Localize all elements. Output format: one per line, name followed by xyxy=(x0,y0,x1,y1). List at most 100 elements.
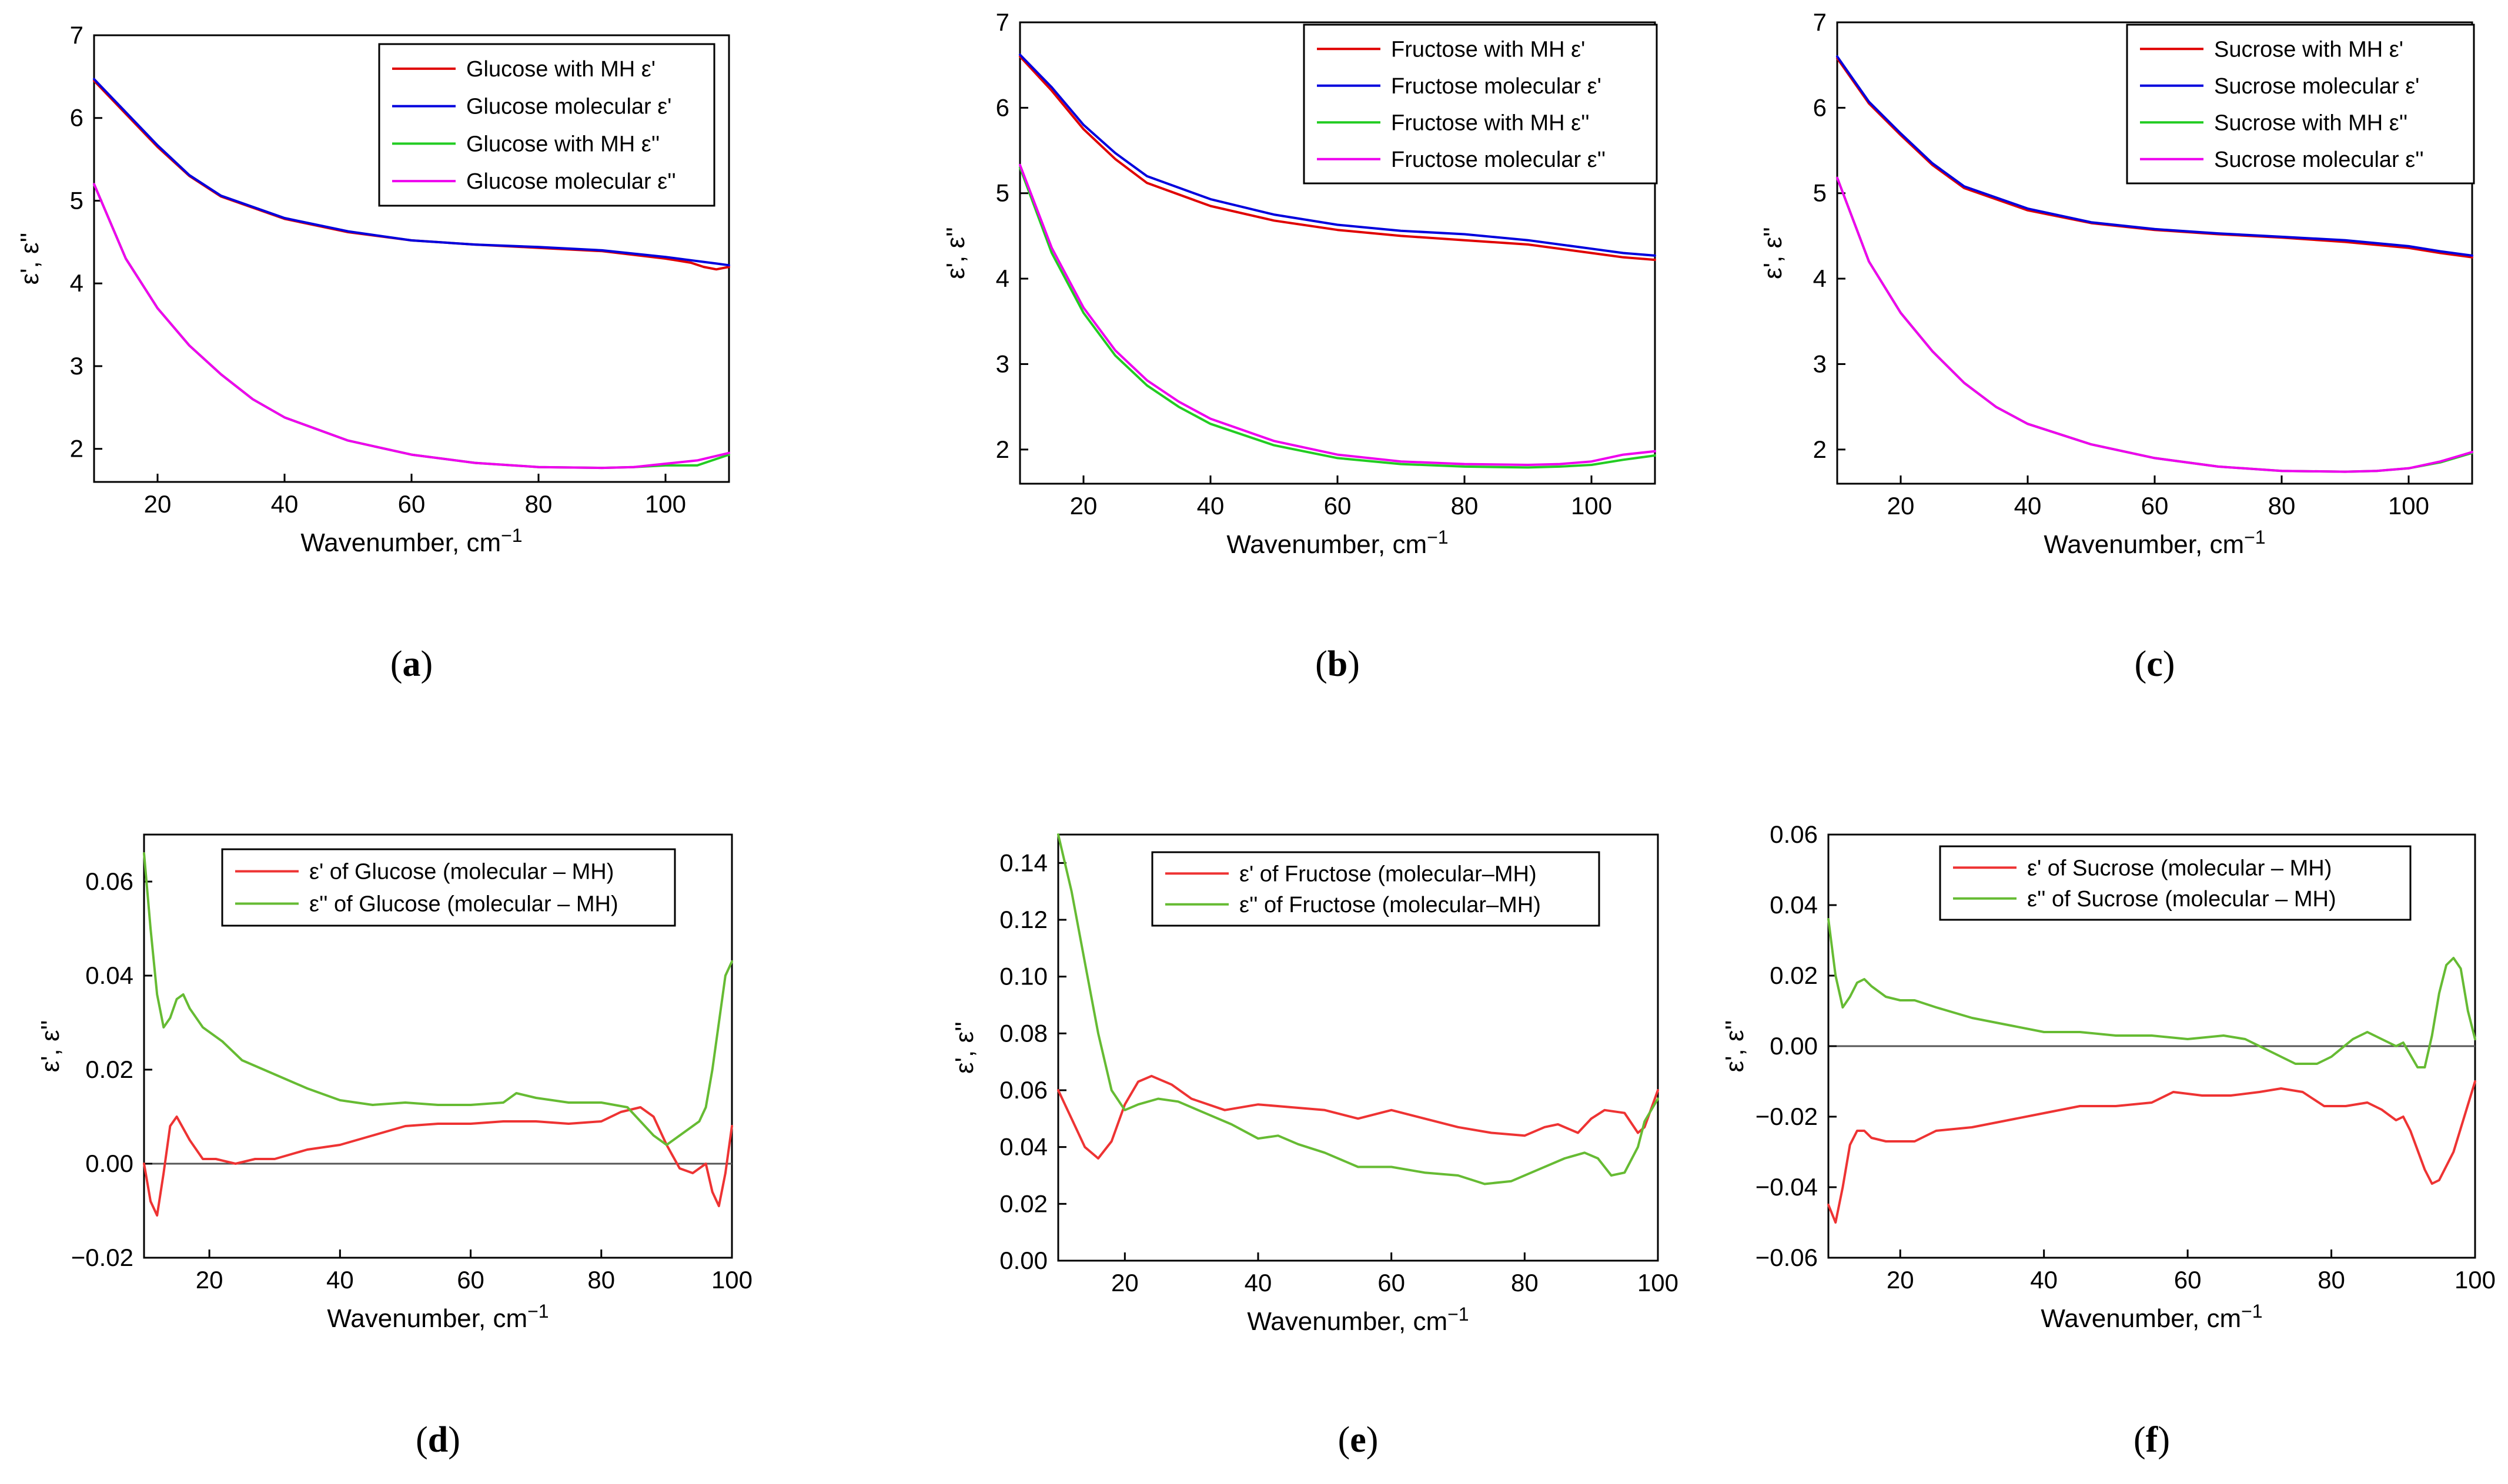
y-tick-label: 0.00 xyxy=(1770,1032,1818,1060)
y-tick-label: 3 xyxy=(996,350,1009,377)
x-tick-label: 80 xyxy=(2268,492,2296,520)
chart-panel-d: 20 40 60 80 100 −0.02 0.00 0.02 0.04 0.06 Wavenumb… xyxy=(36,833,753,1460)
x-tick-label: 80 xyxy=(587,1266,615,1294)
x-tick-label: 80 xyxy=(1511,1269,1539,1297)
x-tick-label: 80 xyxy=(1451,492,1479,520)
x-axis-label: Wavenumber, cm−1 xyxy=(1226,527,1448,559)
legend-label: Glucose molecular ε' xyxy=(466,95,671,119)
x-tick-label: 20 xyxy=(144,490,172,518)
x-tick-label: 60 xyxy=(398,490,426,518)
y-tick-label: 5 xyxy=(996,179,1009,207)
panel-caption: (d) xyxy=(416,1420,460,1460)
x-tick-label: 20 xyxy=(1887,1266,1914,1294)
y-tick-label: 3 xyxy=(70,352,83,380)
x-axis-label: Wavenumber, cm−1 xyxy=(327,1301,549,1333)
y-tick-label: 6 xyxy=(70,104,83,132)
y-tick-label: −0.02 xyxy=(1755,1103,1818,1130)
y-tick-label: 0.02 xyxy=(1770,962,1818,989)
y-tick-label: 6 xyxy=(1813,93,1827,121)
y-tick-label: −0.06 xyxy=(1755,1244,1818,1271)
series-line-4 xyxy=(1836,176,2473,473)
y-tick-label: 0.14 xyxy=(999,849,1048,876)
legend-label: Sucrose with MH ε'' xyxy=(2214,110,2407,135)
legend-label: ε'' of Glucose (molecular – MH) xyxy=(309,892,618,917)
y-tick-label: 7 xyxy=(996,8,1009,36)
panel-letter: b xyxy=(1327,644,1347,684)
y-tick-label: 0.00 xyxy=(999,1247,1048,1274)
x-axis-label-text: Wavenumber, cm xyxy=(2041,1304,2241,1333)
chart-panel-e: 20 40 60 80 100 0.00 0.02 0.04 0.06 0.08 0.10 0.12 0… xyxy=(950,833,1678,1460)
legend: Fructose with MH ε' Fructose molecular ε'… xyxy=(1303,24,1658,185)
x-tick-label: 60 xyxy=(457,1266,484,1294)
x-tick-label: 80 xyxy=(525,490,553,518)
legend-label: ε' of Fructose (molecular–MH) xyxy=(1239,862,1537,886)
y-axis-label: ε', ε'' xyxy=(950,1021,979,1074)
x-axis-label-sup: −1 xyxy=(1427,527,1448,548)
x-axis-label: Wavenumber, cm−1 xyxy=(2044,527,2265,559)
x-tick-label: 40 xyxy=(1245,1269,1272,1297)
panel-letter: c xyxy=(2146,644,2163,684)
legend-label: ε'' of Fructose (molecular–MH) xyxy=(1239,893,1541,917)
legend-label: Fructose with MH ε' xyxy=(1391,37,1585,62)
y-tick-label: 0.06 xyxy=(1770,820,1818,848)
legend-label: Fructose molecular ε' xyxy=(1391,74,1601,99)
panel-caption: (e) xyxy=(1338,1420,1379,1460)
y-tick-label: 0.06 xyxy=(999,1076,1048,1104)
x-axis-label-sup: −1 xyxy=(527,1301,549,1322)
series-line-1 xyxy=(143,1106,733,1217)
y-axis-label: ε', ε'' xyxy=(36,1020,65,1073)
series-line-4 xyxy=(1019,163,1656,466)
x-tick-label: 40 xyxy=(326,1266,354,1294)
x-tick-label: 20 xyxy=(1887,492,1915,520)
x-tick-label: 40 xyxy=(2014,492,2042,520)
x-tick-label: 100 xyxy=(2455,1266,2496,1294)
panel-letter: f xyxy=(2146,1420,2159,1460)
legend-label: ε' of Sucrose (molecular – MH) xyxy=(2027,856,2332,880)
x-axis-label-sup: −1 xyxy=(1447,1304,1469,1325)
y-axis-label: ε', ε'' xyxy=(1720,1020,1749,1073)
series-line-1 xyxy=(1827,1080,2476,1224)
y-tick-label: 4 xyxy=(1813,264,1827,292)
x-tick-label: 100 xyxy=(1637,1269,1678,1297)
y-tick-label: 6 xyxy=(996,93,1009,121)
x-tick-label: 60 xyxy=(2141,492,2169,520)
panel-caption: (c) xyxy=(2135,644,2175,684)
legend-box xyxy=(1303,24,1658,185)
y-tick-label: 3 xyxy=(1813,350,1827,377)
x-tick-label: 60 xyxy=(2174,1266,2202,1294)
panel-letter: a xyxy=(403,644,421,684)
y-axis-label: ε', ε'' xyxy=(1758,227,1787,279)
y-axis-label: ε', ε'' xyxy=(15,233,44,285)
y-tick-label: 0.08 xyxy=(999,1019,1048,1047)
x-tick-label: 100 xyxy=(1571,492,1612,520)
y-tick-label: 0.12 xyxy=(999,906,1048,933)
y-tick-label: 0.00 xyxy=(85,1150,133,1177)
chart-panel-f: 20 40 60 80 100 −0.06 −0.04 −0.02 0.00 0.02 0.04 0.… xyxy=(1720,820,2496,1460)
y-tick-label: 0.04 xyxy=(999,1133,1048,1161)
x-axis-label-sup: −1 xyxy=(2241,1301,2262,1322)
legend: Glucose with MH ε' Glucose molecular ε' Gl… xyxy=(378,43,715,207)
y-tick-label: −0.02 xyxy=(71,1244,133,1271)
y-tick-label: 0.04 xyxy=(1770,891,1818,919)
legend-label: Glucose with MH ε'' xyxy=(466,132,660,156)
y-tick-label: 2 xyxy=(70,435,83,463)
series-line-3 xyxy=(1019,166,1656,469)
y-tick-label: 7 xyxy=(1813,8,1827,36)
series-line-3 xyxy=(1836,176,2473,473)
series-line-2 xyxy=(1019,53,1656,257)
y-tick-label: 0.10 xyxy=(999,963,1048,990)
legend-label: Sucrose with MH ε' xyxy=(2214,37,2403,62)
x-tick-label: 60 xyxy=(1377,1269,1405,1297)
plot-frame xyxy=(1057,833,1659,1262)
x-axis-label-text: Wavenumber, cm xyxy=(1247,1307,1447,1336)
y-tick-label: 0.02 xyxy=(999,1190,1048,1217)
legend: ε' of Sucrose (molecular – MH) ε'' of Suc… xyxy=(1939,845,2412,921)
legend: ε' of Glucose (molecular – MH) ε'' of Glu… xyxy=(221,848,676,927)
y-tick-label: 0.04 xyxy=(85,962,133,989)
series-line-2 xyxy=(1827,918,2476,1068)
legend-label: Glucose with MH ε' xyxy=(466,57,656,82)
x-axis-label-sup: −1 xyxy=(501,525,522,546)
x-tick-label: 20 xyxy=(1111,1269,1139,1297)
x-tick-label: 40 xyxy=(1197,492,1225,520)
